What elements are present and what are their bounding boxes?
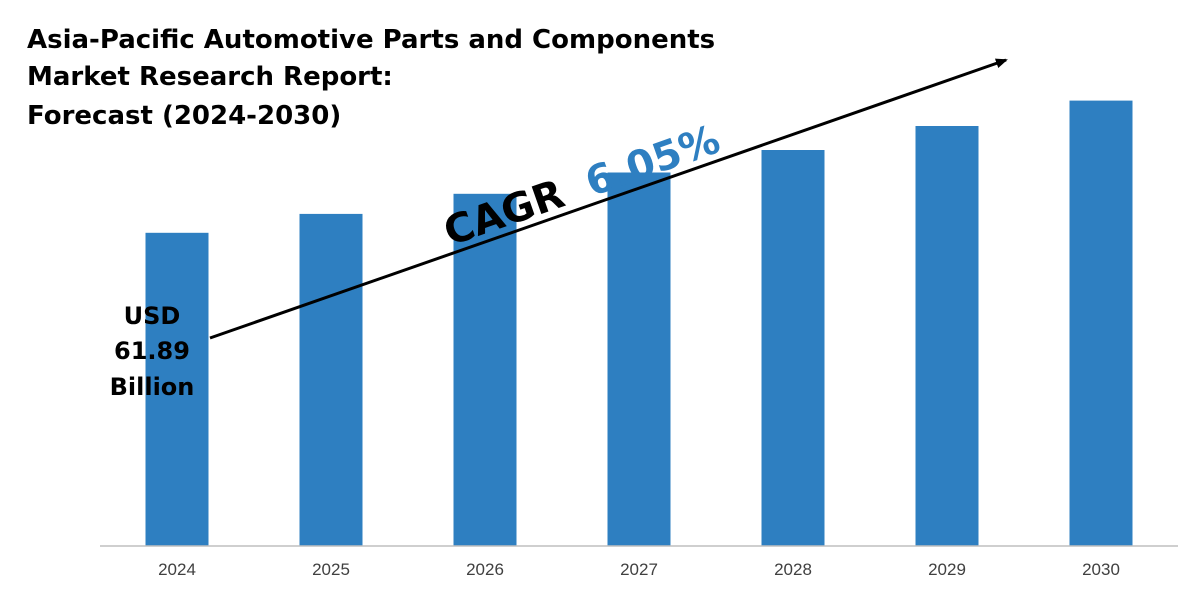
x-tick-label-2026: 2026 <box>466 560 504 579</box>
bar-2025 <box>299 213 363 546</box>
start-value-line-1: USD <box>124 302 181 330</box>
bar-2024 <box>145 232 209 547</box>
x-axis-tick-labels: 2024 2025 2026 2027 2028 2029 2030 <box>158 560 1120 579</box>
chart-title-line-2: Market Research Report: <box>27 62 393 92</box>
chart-title-line-1: Asia-Pacific Automotive Parts and Compon… <box>27 25 715 55</box>
chart-title-line-3: Forecast (2024-2030) <box>27 101 341 131</box>
x-tick-label-2028: 2028 <box>774 560 812 579</box>
x-tick-label-2025: 2025 <box>312 560 350 579</box>
x-tick-label-2027: 2027 <box>620 560 658 579</box>
bar-2026 <box>453 193 517 547</box>
start-value-line-3: Billion <box>110 373 195 401</box>
x-tick-label-2024: 2024 <box>158 560 196 579</box>
bar-2030 <box>1069 100 1133 546</box>
chart-title: Asia-Pacific Automotive Parts and Compon… <box>27 25 715 131</box>
bar-2028 <box>761 150 825 546</box>
bars <box>145 100 1133 547</box>
x-tick-label-2030: 2030 <box>1082 560 1120 579</box>
cagr-annotation: CAGR 6.05% <box>438 117 726 256</box>
cagr-trend-arrow <box>209 58 1008 340</box>
start-value-line-2: 61.89 <box>114 337 190 365</box>
bar-2029 <box>915 126 979 546</box>
x-tick-label-2029: 2029 <box>928 560 966 579</box>
bar-2027 <box>607 172 671 546</box>
start-value-callout: USD 61.89 Billion <box>110 302 195 401</box>
